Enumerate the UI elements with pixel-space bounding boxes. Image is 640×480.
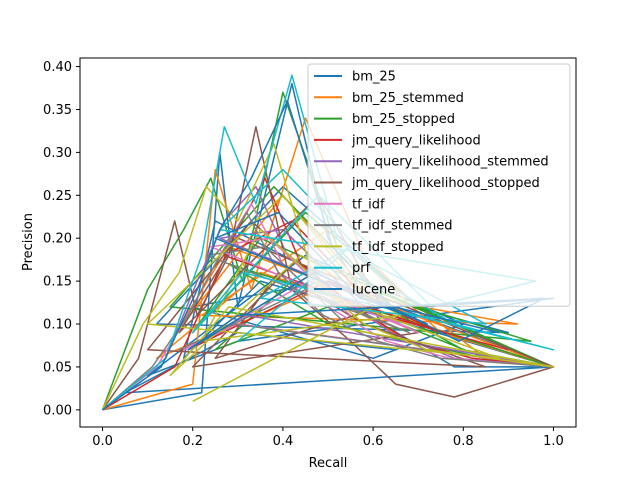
x-axis-ticks: 0.0 0.2 0.4 0.6 0.8 1.0 (92, 427, 564, 449)
legend-label: tf_idf_stemmed (352, 219, 453, 234)
x-tick-label: 0.8 (453, 434, 474, 449)
legend-label: jm_query_likelihood_stopped (351, 176, 540, 191)
legend-box (307, 63, 571, 307)
x-tick-label: 0.2 (182, 434, 203, 449)
x-axis-label: Recall (309, 456, 348, 471)
legend: bm_25 bm_25_stemmed bm_25_stopped jm_query_… (307, 63, 571, 307)
legend-label: jm_query_likelihood_stemmed (351, 155, 549, 170)
y-tick-label: 0.40 (43, 60, 72, 75)
x-tick-label: 1.0 (543, 434, 564, 449)
x-tick-label: 0.6 (363, 434, 384, 449)
y-tick-label: 0.20 (43, 232, 72, 247)
legend-label: lucene (352, 283, 395, 298)
axes-frame (79, 57, 577, 428)
y-tick-label: 0.25 (43, 189, 72, 204)
y-tick-label: 0.10 (43, 318, 72, 333)
series-line-lucene (102, 100, 546, 411)
x-tick-label: 0.0 (92, 434, 113, 449)
legend-label: jm_query_likelihood (351, 133, 481, 148)
legend-label: bm_25_stemmed (352, 91, 464, 106)
y-axis-label: Precision (21, 213, 36, 271)
legend-label: tf_idf (352, 197, 385, 212)
legend-label: prf (352, 261, 371, 276)
y-tick-label: 0.15 (43, 275, 72, 290)
x-tick-label: 0.4 (273, 434, 294, 449)
legend-label: bm_25 (352, 70, 396, 85)
legend-label: tf_idf_stopped (352, 240, 444, 255)
y-tick-label: 0.35 (43, 103, 72, 118)
y-tick-label: 0.05 (43, 360, 72, 375)
legend-label: bm_25_stopped (352, 112, 455, 127)
y-tick-label: 0.30 (43, 146, 72, 161)
y-tick-label: 0.00 (43, 403, 72, 418)
y-axis-ticks: 0.00 0.05 0.10 0.15 0.20 0.25 0.30 0.35 0.40 (43, 60, 80, 418)
